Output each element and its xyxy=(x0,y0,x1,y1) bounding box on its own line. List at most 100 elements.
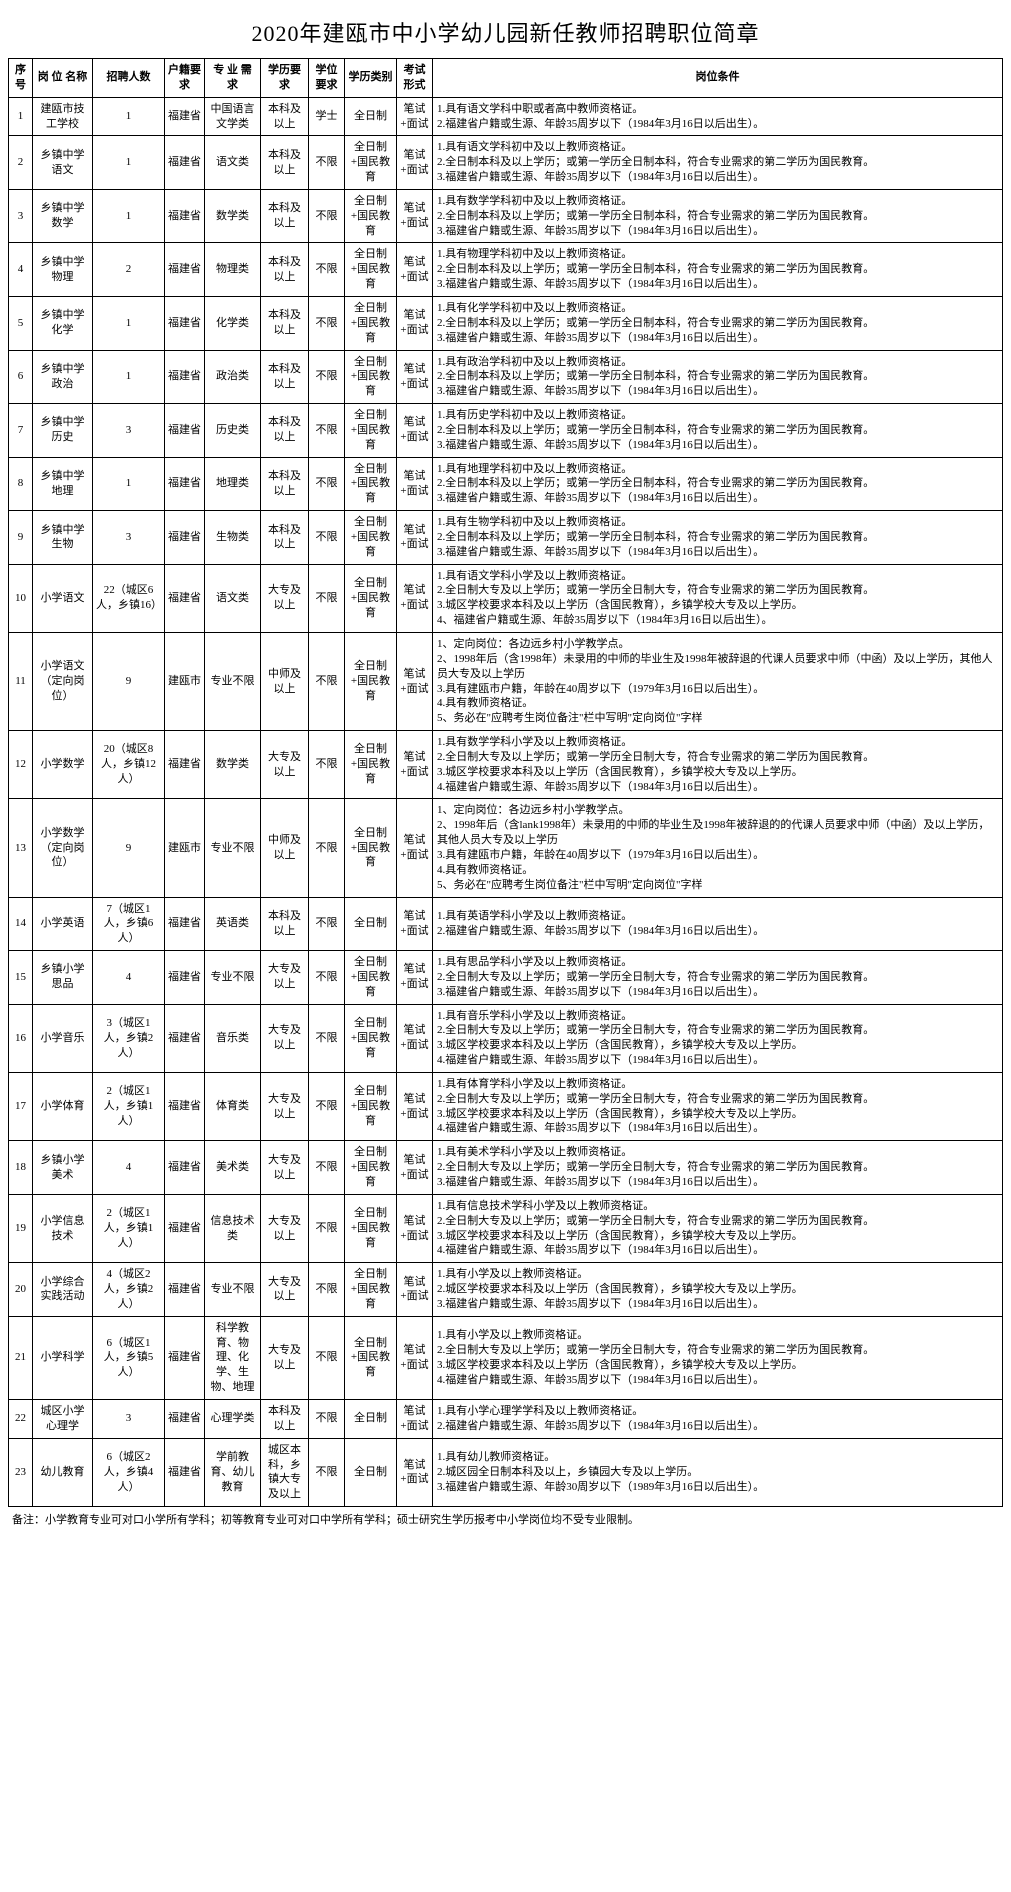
cell-pos: 小学语文（定向岗位） xyxy=(33,633,93,731)
cell-huji: 福建省 xyxy=(165,564,205,632)
cell-exam: 笔试+面试 xyxy=(397,1141,433,1195)
cell-cond: 1.具有英语学科小学及以上教师资格证。2.福建省户籍或生源、年龄35周岁以下（1… xyxy=(433,897,1003,951)
cell-xuewei: 不限 xyxy=(309,1141,345,1195)
cell-idx: 10 xyxy=(9,564,33,632)
cell-xueli: 本科及以上 xyxy=(261,243,309,297)
cell-cond: 1.具有信息技术学科小学及以上教师资格证。2.全日制大专及以上学历；或第一学历全… xyxy=(433,1194,1003,1262)
cell-pos: 小学英语 xyxy=(33,897,93,951)
cell-pos: 小学科学 xyxy=(33,1316,93,1399)
cell-huji: 福建省 xyxy=(165,897,205,951)
cell-zhuan: 语文类 xyxy=(205,564,261,632)
th-exam: 考试形式 xyxy=(397,59,433,98)
cell-exam: 笔试+面试 xyxy=(397,243,433,297)
table-row: 2乡镇中学语文1福建省语文类本科及以上不限全日制+国民教育笔试+面试1.具有语文… xyxy=(9,136,1003,190)
table-row: 21小学科学6（城区1人，乡镇5人）福建省科学教育、物理、化学、生物、地理大专及… xyxy=(9,1316,1003,1399)
cell-xueli: 城区本科，乡镇大专及以上 xyxy=(261,1438,309,1506)
cell-pos: 建瓯市技工学校 xyxy=(33,97,93,136)
cell-huji: 建瓯市 xyxy=(165,799,205,897)
th-cnt: 招聘人数 xyxy=(93,59,165,98)
cell-idx: 16 xyxy=(9,1004,33,1072)
cell-cnt: 3 xyxy=(93,404,165,458)
cell-exam: 笔试+面试 xyxy=(397,799,433,897)
cell-xuewei: 不限 xyxy=(309,404,345,458)
cell-edu: 全日制+国民教育 xyxy=(345,633,397,731)
cell-edu: 全日制+国民教育 xyxy=(345,1316,397,1399)
cell-cond: 1.具有语文学科中职或者高中教师资格证。2.福建省户籍或生源、年龄35周岁以下（… xyxy=(433,97,1003,136)
cell-exam: 笔试+面试 xyxy=(397,511,433,565)
cell-pos: 小学数学 xyxy=(33,731,93,799)
cell-pos: 乡镇小学美术 xyxy=(33,1141,93,1195)
table-row: 18乡镇小学美术4福建省美术类大专及以上不限全日制+国民教育笔试+面试1.具有美… xyxy=(9,1141,1003,1195)
cell-exam: 笔试+面试 xyxy=(397,1194,433,1262)
cell-cnt: 1 xyxy=(93,189,165,243)
cell-idx: 8 xyxy=(9,457,33,511)
cell-zhuan: 历史类 xyxy=(205,404,261,458)
cell-cnt: 1 xyxy=(93,457,165,511)
cell-huji: 福建省 xyxy=(165,1072,205,1140)
table-row: 3乡镇中学数学1福建省数学类本科及以上不限全日制+国民教育笔试+面试1.具有数学… xyxy=(9,189,1003,243)
cell-pos: 乡镇中学语文 xyxy=(33,136,93,190)
cell-zhuan: 学前教育、幼儿教育 xyxy=(205,1438,261,1506)
cell-zhuan: 数学类 xyxy=(205,731,261,799)
cell-xueli: 大专及以上 xyxy=(261,1316,309,1399)
cell-xueli: 本科及以上 xyxy=(261,97,309,136)
cell-edu: 全日制+国民教育 xyxy=(345,1194,397,1262)
cell-exam: 笔试+面试 xyxy=(397,404,433,458)
cell-cond: 1、定向岗位：各边远乡村小学教学点。2、1998年后（含lank1998年）未录… xyxy=(433,799,1003,897)
cell-xueli: 大专及以上 xyxy=(261,564,309,632)
cell-edu: 全日制+国民教育 xyxy=(345,243,397,297)
cell-cnt: 20（城区8人，乡镇12人） xyxy=(93,731,165,799)
cell-cnt: 2（城区1人，乡镇1人） xyxy=(93,1194,165,1262)
cell-exam: 笔试+面试 xyxy=(397,633,433,731)
cell-idx: 3 xyxy=(9,189,33,243)
cell-xueli: 大专及以上 xyxy=(261,731,309,799)
cell-huji: 福建省 xyxy=(165,1438,205,1506)
cell-cnt: 4 xyxy=(93,951,165,1005)
cell-cnt: 3 xyxy=(93,511,165,565)
cell-pos: 小学语文 xyxy=(33,564,93,632)
cell-cnt: 1 xyxy=(93,350,165,404)
cell-huji: 福建省 xyxy=(165,1141,205,1195)
cell-cond: 1.具有体育学科小学及以上教师资格证。2.全日制大专及以上学历；或第一学历全日制… xyxy=(433,1072,1003,1140)
cell-xueli: 大专及以上 xyxy=(261,1072,309,1140)
cell-xuewei: 不限 xyxy=(309,1072,345,1140)
cell-exam: 笔试+面试 xyxy=(397,731,433,799)
cell-zhuan: 语文类 xyxy=(205,136,261,190)
table-row: 8乡镇中学地理1福建省地理类本科及以上不限全日制+国民教育笔试+面试1.具有地理… xyxy=(9,457,1003,511)
cell-exam: 笔试+面试 xyxy=(397,1399,433,1438)
cell-pos: 乡镇中学生物 xyxy=(33,511,93,565)
cell-exam: 笔试+面试 xyxy=(397,1316,433,1399)
cell-huji: 福建省 xyxy=(165,1004,205,1072)
cell-edu: 全日制+国民教育 xyxy=(345,350,397,404)
cell-cond: 1.具有数学学科初中及以上教师资格证。2.全日制本科及以上学历；或第一学历全日制… xyxy=(433,189,1003,243)
cell-cond: 1.具有数学学科小学及以上教师资格证。2.全日制大专及以上学历；或第一学历全日制… xyxy=(433,731,1003,799)
cell-edu: 全日制+国民教育 xyxy=(345,1072,397,1140)
cell-huji: 建瓯市 xyxy=(165,633,205,731)
cell-cnt: 2 xyxy=(93,243,165,297)
th-xuewei: 学位要求 xyxy=(309,59,345,98)
cell-idx: 11 xyxy=(9,633,33,731)
table-row: 9乡镇中学生物3福建省生物类本科及以上不限全日制+国民教育笔试+面试1.具有生物… xyxy=(9,511,1003,565)
cell-xuewei: 不限 xyxy=(309,951,345,1005)
cell-xueli: 本科及以上 xyxy=(261,1399,309,1438)
cell-edu: 全日制+国民教育 xyxy=(345,511,397,565)
cell-xuewei: 不限 xyxy=(309,189,345,243)
cell-huji: 福建省 xyxy=(165,457,205,511)
th-idx: 序号 xyxy=(9,59,33,98)
cell-cond: 1.具有小学心理学学科及以上教师资格证。2.福建省户籍或生源、年龄35周岁以下（… xyxy=(433,1399,1003,1438)
cell-huji: 福建省 xyxy=(165,243,205,297)
table-header-row: 序号 岗 位 名称 招聘人数 户籍要求 专 业 需求 学历要求 学位要求 学历类… xyxy=(9,59,1003,98)
cell-xuewei: 不限 xyxy=(309,633,345,731)
cell-idx: 6 xyxy=(9,350,33,404)
cell-xueli: 中师及以上 xyxy=(261,633,309,731)
cell-xueli: 本科及以上 xyxy=(261,457,309,511)
cell-exam: 笔试+面试 xyxy=(397,189,433,243)
table-row: 19小学信息技术2（城区1人，乡镇1人）福建省信息技术类大专及以上不限全日制+国… xyxy=(9,1194,1003,1262)
cell-xuewei: 不限 xyxy=(309,511,345,565)
cell-cnt: 1 xyxy=(93,136,165,190)
cell-xuewei: 不限 xyxy=(309,350,345,404)
cell-xuewei: 学士 xyxy=(309,97,345,136)
cell-edu: 全日制+国民教育 xyxy=(345,189,397,243)
cell-exam: 笔试+面试 xyxy=(397,296,433,350)
table-row: 17小学体育2（城区1人，乡镇1人）福建省体育类大专及以上不限全日制+国民教育笔… xyxy=(9,1072,1003,1140)
